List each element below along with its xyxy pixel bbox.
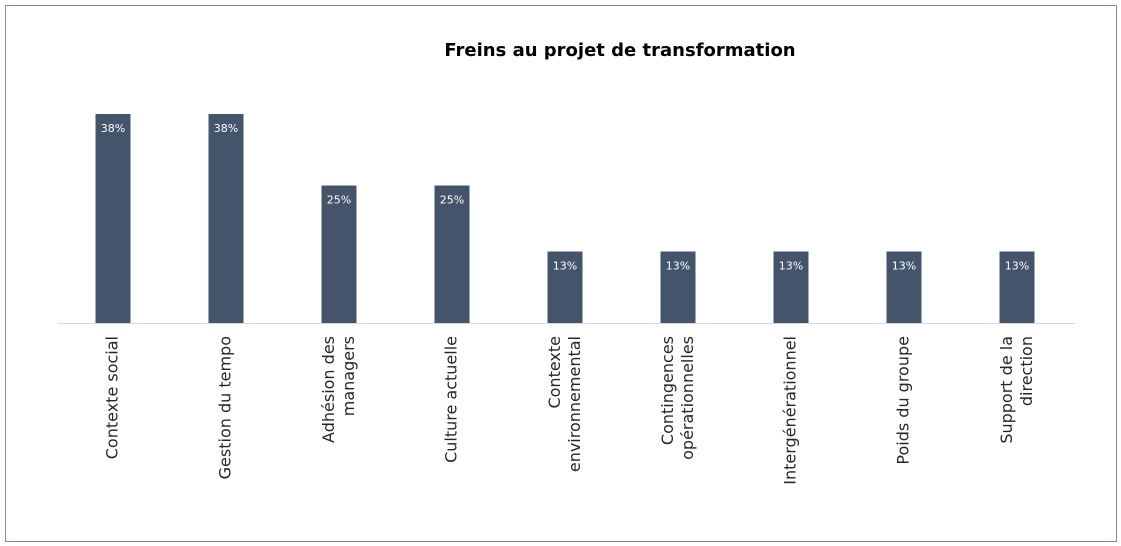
bar [95,114,131,323]
data-label: 13% [1005,260,1029,273]
bar [660,251,696,323]
bar [886,251,922,323]
x-tick-label: Support de ladirection [997,336,1036,444]
x-tick-label: Poids du groupe [894,336,913,465]
bar [773,251,809,323]
x-tick-label: Contingencesopérationnelles [658,336,697,460]
bar [547,251,583,323]
x-tick-label: Contexte social [103,336,122,459]
data-label: 25% [327,194,351,207]
data-label: 38% [214,122,238,135]
bar [208,114,244,323]
bar [321,185,357,323]
bar [999,251,1035,323]
data-label: 13% [892,260,916,273]
data-label: 13% [779,260,803,273]
data-label: 13% [666,260,690,273]
x-tick-label: Culture actuelle [442,336,461,463]
chart-title: Freins au projet de transformation [444,40,795,61]
x-tick-label: Gestion du tempo [216,336,235,479]
x-tick-label: Contexteenvironnemental [545,336,584,472]
data-label: 38% [101,122,125,135]
data-label: 25% [440,194,464,207]
bar [434,185,470,323]
x-tick-label: Adhésion desmanagers [319,336,358,443]
data-label: 13% [553,260,577,273]
x-tick-label: Intergénérationnel [781,336,800,485]
